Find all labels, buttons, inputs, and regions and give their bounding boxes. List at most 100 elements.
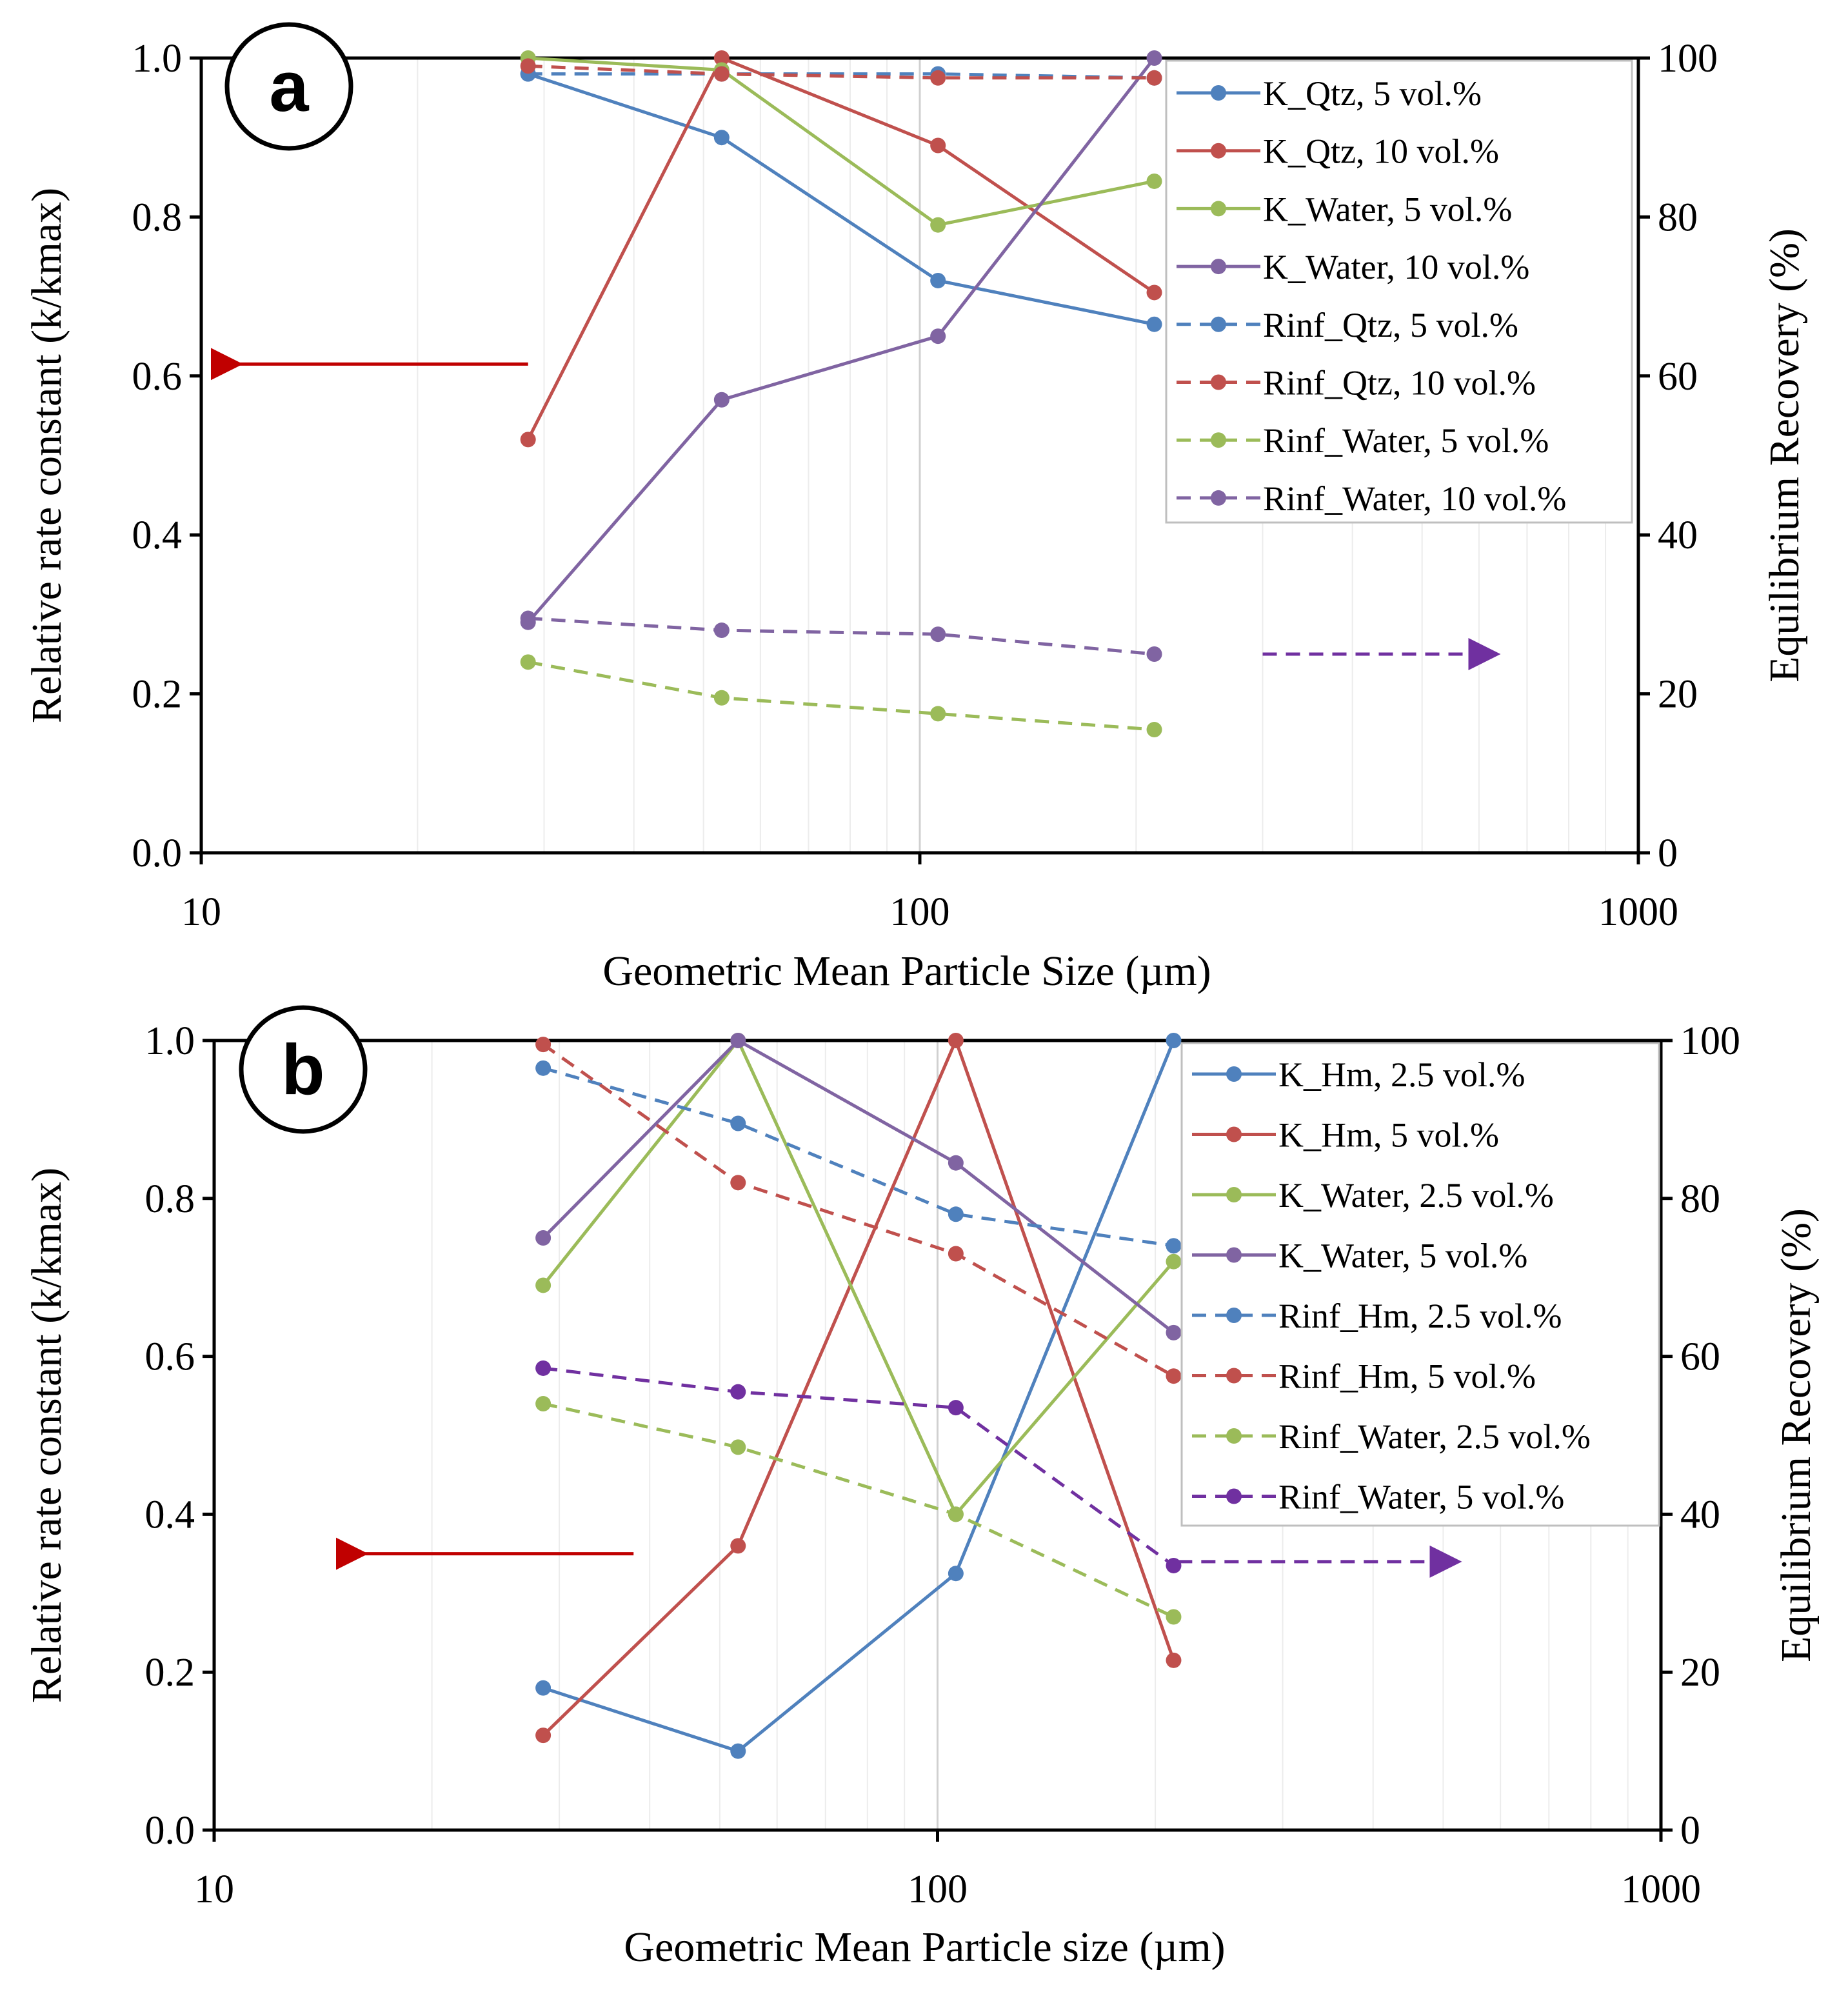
data-point <box>948 1246 964 1262</box>
y-tick-label: 0.8 <box>145 1177 195 1221</box>
data-point <box>535 1060 551 1076</box>
x-tick-label: 10 <box>194 1867 234 1911</box>
data-point <box>535 1396 551 1412</box>
panel-label-text: a <box>269 47 309 126</box>
y-tick-label: 0.2 <box>145 1651 195 1695</box>
data-point <box>930 137 946 154</box>
y-tick-label: 0.0 <box>145 1809 195 1853</box>
series-rinf-water-5-vol <box>520 654 1162 738</box>
data-point <box>948 1033 964 1048</box>
x-tick-label: 1000 <box>1598 890 1678 934</box>
legend-marker <box>1226 1066 1242 1082</box>
legend-entry: K_Qtz, 5 vol.% <box>1177 74 1482 113</box>
data-point <box>948 1506 964 1522</box>
data-point <box>713 130 730 146</box>
data-point <box>730 1384 746 1400</box>
y2-tick-label: 0 <box>1680 1809 1700 1853</box>
legend-marker <box>1211 316 1226 332</box>
y-tick-label: 0.8 <box>132 195 183 239</box>
y2-tick-label: 60 <box>1658 355 1698 399</box>
data-point <box>713 66 730 82</box>
legend-entry: Rinf_Qtz, 5 vol.% <box>1177 306 1518 344</box>
legend-marker <box>1211 143 1226 159</box>
legend-label: K_Qtz, 5 vol.% <box>1263 74 1482 113</box>
data-point <box>713 690 730 706</box>
chart-panel-b: 0.0 0.2 0.4 0.6 0.8 1.0 0 20 40 60 80 100 10 100 1000 G… <box>23 1005 1820 1971</box>
legend-label: Rinf_Water, 5 vol.% <box>1263 421 1549 460</box>
y2-tick-label: 80 <box>1680 1177 1720 1221</box>
series-k-water-5-vol <box>535 1033 1182 1340</box>
series-rinf-hm-2-5-vol <box>535 1060 1182 1254</box>
series-k-water-10-vol <box>520 50 1162 630</box>
data-point <box>948 1206 964 1222</box>
legend-marker <box>1226 1308 1242 1323</box>
data-point <box>535 1680 551 1696</box>
data-point <box>730 1743 746 1759</box>
y2-tick-label: 20 <box>1658 673 1698 717</box>
legend-entry: K_Water, 5 vol.% <box>1192 1237 1527 1275</box>
legend-label: Rinf_Qtz, 10 vol.% <box>1263 364 1536 403</box>
legend-label: Rinf_Water, 2.5 vol.% <box>1278 1417 1591 1456</box>
panel-label-text: b <box>281 1030 324 1110</box>
data-point <box>1166 1368 1182 1384</box>
series-k-hm-2-5-vol <box>535 1033 1182 1759</box>
y2-tick-label: 40 <box>1658 513 1698 557</box>
x-tick-label: 1000 <box>1621 1867 1701 1911</box>
series-line <box>542 1039 1175 1334</box>
legend-label: K_Hm, 5 vol.% <box>1278 1116 1499 1155</box>
legend-entry: K_Water, 2.5 vol.% <box>1192 1176 1554 1215</box>
series-line <box>542 1066 1174 1248</box>
data-point <box>713 392 730 408</box>
panel-label: b <box>239 1005 368 1134</box>
series-line <box>542 1040 1175 1753</box>
y2-axis-title: Equilibrium Recovery (%) <box>1761 228 1808 682</box>
series-rinf-water-5-vol <box>535 1360 1182 1573</box>
series-line <box>528 64 1155 80</box>
legend-entry: K_Water, 10 vol.% <box>1177 248 1529 286</box>
y-tick-label: 0.0 <box>132 832 183 875</box>
legend-label: K_Water, 5 vol.% <box>1263 190 1512 228</box>
data-point <box>1146 284 1162 301</box>
data-point <box>535 1728 551 1744</box>
series-rinf-qtz-10-vol <box>520 58 1162 86</box>
series-line <box>528 56 1155 227</box>
legend-marker <box>1211 259 1226 275</box>
legend: K_Qtz, 5 vol.% K_Qtz, 10 vol.% K_Water, 5 … <box>1165 59 1633 524</box>
y2-tick-label: 60 <box>1680 1335 1720 1379</box>
data-point <box>930 272 946 288</box>
x-tick-label: 10 <box>181 890 221 934</box>
legend-marker <box>1211 490 1226 506</box>
series-line <box>542 1366 1175 1567</box>
data-point <box>930 217 946 233</box>
data-point <box>535 1230 551 1246</box>
series-line <box>528 617 1155 656</box>
data-point <box>1146 50 1162 66</box>
legend-label: Rinf_Hm, 2.5 vol.% <box>1278 1297 1562 1335</box>
series-line <box>526 57 1156 624</box>
legend-entry: Rinf_Water, 5 vol.% <box>1192 1478 1564 1517</box>
data-point <box>730 1115 746 1131</box>
legend-entry: Rinf_Hm, 5 vol.% <box>1192 1357 1536 1396</box>
series-line <box>542 1039 1175 1516</box>
y2-axis-title: Equilibrium Recovery (%) <box>1773 1208 1820 1662</box>
legend-entry: Rinf_Water, 2.5 vol.% <box>1192 1417 1591 1456</box>
data-point <box>730 1538 746 1554</box>
legend-marker <box>1226 1126 1242 1142</box>
y-axis-title: Relative rate constant (k/kmax) <box>23 188 70 723</box>
y-tick-label: 0.6 <box>145 1335 195 1379</box>
data-point <box>520 58 536 74</box>
data-point <box>1166 1557 1182 1573</box>
data-point <box>713 622 730 639</box>
legend-marker <box>1211 374 1226 390</box>
series-rinf-water-2-5-vol <box>535 1396 1182 1625</box>
series-line <box>542 1039 1175 1737</box>
legend-entry: K_Hm, 2.5 vol.% <box>1192 1055 1525 1094</box>
y-tick-label: 1.0 <box>132 37 183 81</box>
legend-entry: Rinf_Hm, 2.5 vol.% <box>1192 1297 1562 1335</box>
data-point <box>930 328 946 344</box>
legend: K_Hm, 2.5 vol.% K_Hm, 5 vol.% K_Water, 2.5… <box>1180 1042 1660 1527</box>
legend-label: Rinf_Qtz, 5 vol.% <box>1263 306 1518 344</box>
legend-label: Rinf_Water, 5 vol.% <box>1278 1478 1564 1517</box>
y-tick-label: 0.2 <box>132 673 183 717</box>
legend-box <box>1180 1042 1660 1527</box>
